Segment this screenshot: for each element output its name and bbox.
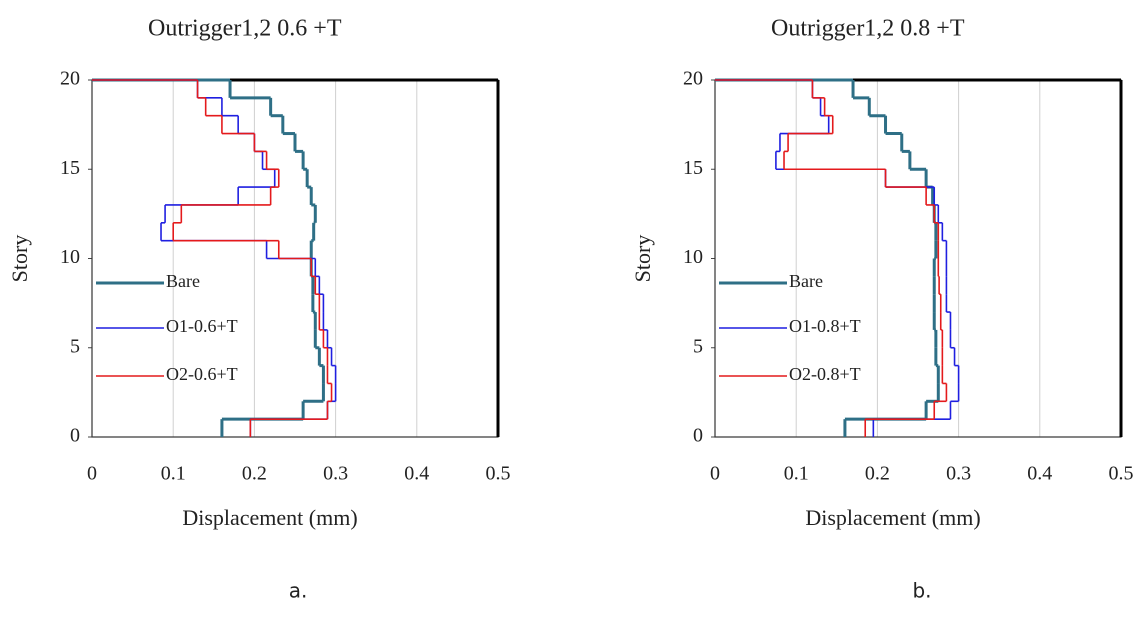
chart-title: Outrigger1,2 0.8 +T	[771, 16, 965, 42]
legend-label: Bare	[166, 271, 200, 291]
y-tick-label: 20	[60, 68, 80, 90]
x-tick-label: 0.3	[323, 463, 348, 485]
x-tick-label: 0	[87, 463, 97, 485]
y-tick-label: 15	[60, 157, 80, 179]
caption: b.	[912, 579, 931, 603]
y-tick-label: 15	[683, 157, 703, 179]
x-tick-label: 0.5	[1109, 463, 1134, 485]
x-tick-label: 0.3	[946, 463, 971, 485]
legend-label: O1-0.8+T	[789, 316, 861, 336]
y-tick-label: 0	[693, 425, 703, 447]
legend-label: O1-0.6+T	[166, 316, 238, 336]
x-tick-label: 0.1	[161, 463, 186, 485]
x-tick-label: 0	[710, 463, 720, 485]
x-axis-label: Displacement (mm)	[805, 505, 980, 530]
x-tick-label: 0.4	[404, 463, 429, 485]
x-tick-label: 0.2	[865, 463, 890, 485]
plot-frame	[714, 79, 1122, 438]
y-axis-label: Story	[7, 235, 32, 283]
x-tick-label: 0.5	[486, 463, 511, 485]
legend-label: O2-0.8+T	[789, 364, 861, 384]
x-tick-label: 0.2	[242, 463, 267, 485]
y-tick-label: 0	[70, 425, 80, 447]
y-tick-label: 20	[683, 68, 703, 90]
legend-label: O2-0.6+T	[166, 364, 238, 384]
x-tick-label: 0.1	[784, 463, 809, 485]
y-axis-label: Story	[630, 235, 655, 283]
y-tick-label: 10	[683, 246, 703, 268]
x-axis-label: Displacement (mm)	[182, 505, 357, 530]
y-tick-label: 5	[70, 335, 80, 357]
y-tick-label: 10	[60, 246, 80, 268]
chart-title: Outrigger1,2 0.6 +T	[148, 16, 342, 42]
x-tick-label: 0.4	[1027, 463, 1052, 485]
caption: a.	[289, 579, 308, 603]
y-tick-label: 5	[693, 335, 703, 357]
legend-label: Bare	[789, 271, 823, 291]
